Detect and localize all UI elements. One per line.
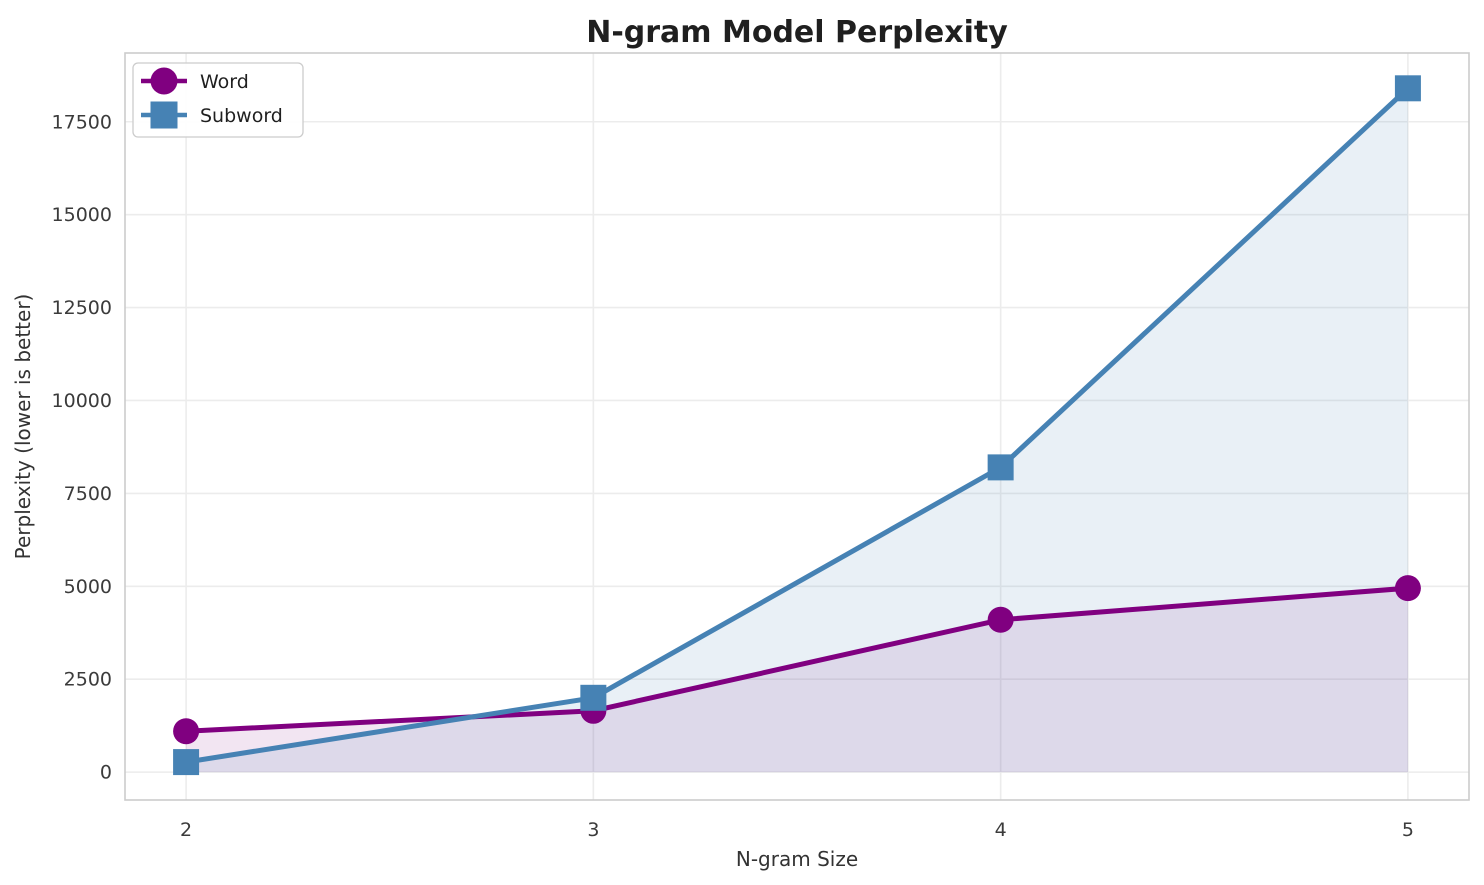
area-fill-subword (186, 88, 1408, 773)
area-fill-layer (186, 88, 1408, 773)
chart-title: N-gram Model Perplexity (586, 15, 1008, 50)
data-point-subword-square (1394, 75, 1421, 102)
series-layer (173, 75, 1421, 776)
y-axis-label: Perplexity (lower is better) (11, 294, 35, 560)
tick-label-layer: 0 2500 5000 7500 10000 12500 15000 17500 2 3 4 5 (52, 111, 1414, 841)
y-tick-label: 10000 (52, 390, 112, 412)
y-tick-label: 0 (100, 762, 112, 784)
legend-label-word: Word (200, 71, 249, 93)
series-line-word (183, 585, 1411, 734)
y-tick-label: 15000 (52, 204, 112, 226)
data-point-subword-square (580, 684, 607, 711)
y-tick-label: 5000 (64, 576, 112, 598)
x-tick-label: 3 (587, 819, 599, 841)
x-tick-label: 5 (1402, 819, 1414, 841)
grid-layer (125, 53, 1469, 800)
data-point-word-circle (987, 606, 1014, 633)
legend: Word Subword (132, 62, 304, 138)
legend-marker-subword-square (150, 101, 178, 129)
legend-marker-word-circle (150, 67, 178, 95)
x-axis-label: N-gram Size (736, 847, 858, 871)
data-point-subword-square (987, 454, 1014, 481)
y-tick-label: 2500 (64, 669, 112, 691)
legend-label-subword: Subword (200, 105, 283, 127)
series-line-subword (183, 85, 1411, 765)
y-tick-label: 7500 (64, 483, 112, 505)
data-point-subword-square (173, 749, 200, 776)
y-tick-label: 12500 (52, 297, 112, 319)
area-fill-word (186, 588, 1408, 773)
x-tick-label: 4 (995, 819, 1007, 841)
plot-frame (124, 52, 1470, 801)
data-point-word-circle (173, 718, 200, 745)
y-tick-label: 17500 (52, 111, 112, 133)
x-tick-label: 2 (180, 819, 192, 841)
data-point-word-circle (1394, 575, 1421, 602)
